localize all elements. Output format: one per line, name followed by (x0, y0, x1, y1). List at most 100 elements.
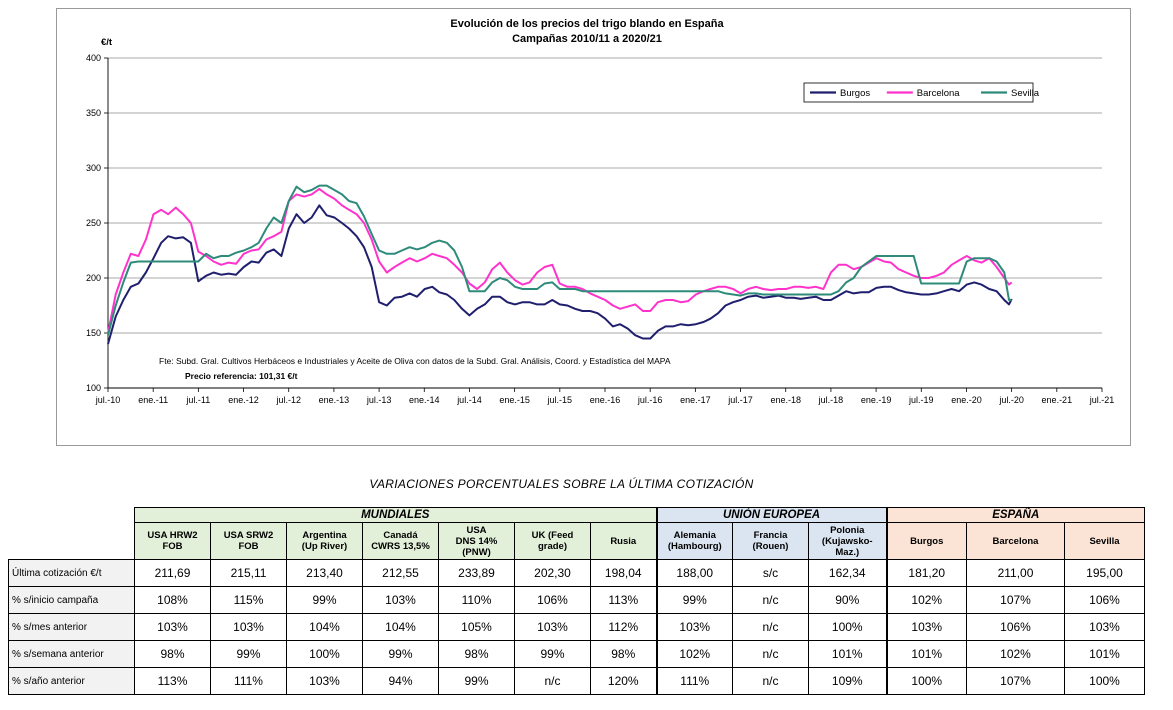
table-row: Última cotización €/t 211,69 215,11 213,40 2… (8, 559, 1145, 587)
chart-panel: Evolución de los precios del trigo bland… (56, 8, 1131, 446)
table-title: VARIACIONES PORCENTUALES SOBRE LA ÚLTIMA… (369, 477, 754, 491)
table-cell: 188,00 (655, 559, 733, 587)
column-header: USA SRW2 FOB (210, 522, 287, 560)
table-cell: 181,20 (885, 559, 967, 587)
table-cell: 104% (286, 613, 363, 641)
table-cell: n/c (732, 667, 809, 695)
table-cell: 120% (590, 667, 657, 695)
table-corner (9, 508, 135, 523)
x-tick-label: ene.-19 (861, 395, 892, 405)
x-tick-label: ene.-15 (499, 395, 530, 405)
y-tick-label: 100 (86, 383, 101, 393)
x-tick-label: ene.-21 (1042, 395, 1073, 405)
x-tick-label: jul.-13 (366, 395, 392, 405)
table-cell: 102% (885, 586, 967, 614)
legend-label: Sevilla (1011, 88, 1040, 99)
y-tick-label: 400 (86, 53, 101, 63)
x-tick-label: jul.-14 (456, 395, 482, 405)
series-line-burgos (107, 204, 1013, 345)
row-label: % s/semana anterior (8, 640, 135, 668)
table-cell: 112% (590, 613, 657, 641)
table-cell: 101% (808, 640, 887, 668)
table-cell: 99% (514, 640, 591, 668)
chart-subtitle: Campañas 2010/11 a 2020/21 (512, 33, 662, 45)
column-header: USA HRW2 FOB (134, 522, 211, 560)
x-tick-label: jul.-15 (547, 395, 573, 405)
table-cell: 100% (286, 640, 363, 668)
x-tick-label: ene.-16 (590, 395, 621, 405)
table-cell: 233,89 (438, 559, 515, 587)
row-label: % s/inicio campaña (8, 586, 135, 614)
table-cell: 103% (134, 613, 211, 641)
table-cell: 109% (808, 667, 887, 695)
x-tick-label: jul.-18 (818, 395, 844, 405)
row-label: Última cotización €/t (8, 559, 135, 587)
table-cell: 111% (655, 667, 733, 695)
table-cell: 104% (362, 613, 439, 641)
series-line-barcelona (107, 187, 1013, 334)
table-cell: 102% (655, 640, 733, 668)
table-cell: 162,34 (808, 559, 887, 587)
table-cell: 103% (885, 613, 967, 641)
table-cell: 90% (808, 586, 887, 614)
column-header: Polonia (Kujawsko- Maz.) (808, 522, 887, 560)
table-cell: 202,30 (514, 559, 591, 587)
x-tick-label: jul.-20 (998, 395, 1024, 405)
table-cell: 103% (286, 667, 363, 695)
table-cell: 213,40 (286, 559, 363, 587)
y-axis-label: €/t (101, 37, 113, 48)
table-cell: 113% (590, 586, 657, 614)
table-cell: 99% (286, 586, 363, 614)
y-tick-label: 300 (86, 163, 101, 173)
table-row: % s/mes anterior 103% 103% 104% 104% 105% 103%… (8, 613, 1145, 641)
table-cell: 102% (966, 640, 1065, 668)
table-cell: 215,11 (210, 559, 287, 587)
table-cell: 212,55 (362, 559, 439, 587)
legend-box (803, 82, 1034, 103)
column-header: Francia (Rouen) (732, 522, 809, 560)
table-cell: 198,04 (590, 559, 657, 587)
table-cell: 98% (590, 640, 657, 668)
reference-note: Precio referencia: 101,31 €/t (185, 371, 298, 381)
table-cell: 111% (210, 667, 287, 695)
column-header: UK (Feed grade) (514, 522, 591, 560)
row-label: % s/mes anterior (8, 613, 135, 641)
column-header: Burgos (885, 522, 967, 560)
y-tick-label: 150 (86, 328, 101, 338)
group-header: UNIÓN EUROPEA (655, 507, 887, 523)
column-header: Canadá CWRS 13,5% (362, 522, 439, 560)
table-cell: 98% (438, 640, 515, 668)
x-tick-label: jul.-11 (185, 395, 210, 405)
chart-title: Evolución de los precios del trigo bland… (450, 18, 724, 30)
column-header: Alemania (Hambourg) (655, 522, 733, 560)
table-cell: 107% (966, 667, 1065, 695)
x-tick-label: ene.-12 (228, 395, 259, 405)
table-cell: 211,00 (966, 559, 1065, 587)
x-tick-label: ene.-13 (319, 395, 350, 405)
table-cell: 115% (210, 586, 287, 614)
x-tick-label: jul.-19 (908, 395, 934, 405)
series-line-sevilla (107, 184, 1012, 336)
source-note: Fte: Subd. Gral. Cultivos Herbáceos e In… (159, 356, 671, 366)
x-tick-label: jul.-10 (95, 395, 121, 405)
table-cell: 98% (134, 640, 211, 668)
x-tick-label: ene.-17 (680, 395, 711, 405)
x-tick-label: jul.-21 (1089, 395, 1115, 405)
table-cell: 100% (885, 667, 967, 695)
table-cell: n/c (732, 613, 809, 641)
y-tick-label: 250 (86, 218, 101, 228)
table-cell: 106% (966, 613, 1065, 641)
x-tick-label: ene.-14 (409, 395, 440, 405)
table-cell: 103% (655, 613, 733, 641)
column-header: USA DNS 14% (PNW) (438, 522, 515, 560)
price-chart: Evolución de los precios del trigo bland… (86, 18, 1115, 405)
legend-label: Burgos (840, 88, 870, 99)
table-cell: 101% (885, 640, 967, 668)
price-variation-table: MUNDIALES UNIÓN EUROPEA ESPAÑA USA HRW2 FOB… (8, 507, 1145, 695)
y-tick-label: 200 (86, 273, 101, 283)
table-cell: 103% (514, 613, 591, 641)
column-header: Argentina (Up River) (286, 522, 363, 560)
group-header: MUNDIALES (134, 507, 657, 523)
table-cell: 101% (1064, 640, 1145, 668)
x-tick-label: jul.-16 (637, 395, 663, 405)
